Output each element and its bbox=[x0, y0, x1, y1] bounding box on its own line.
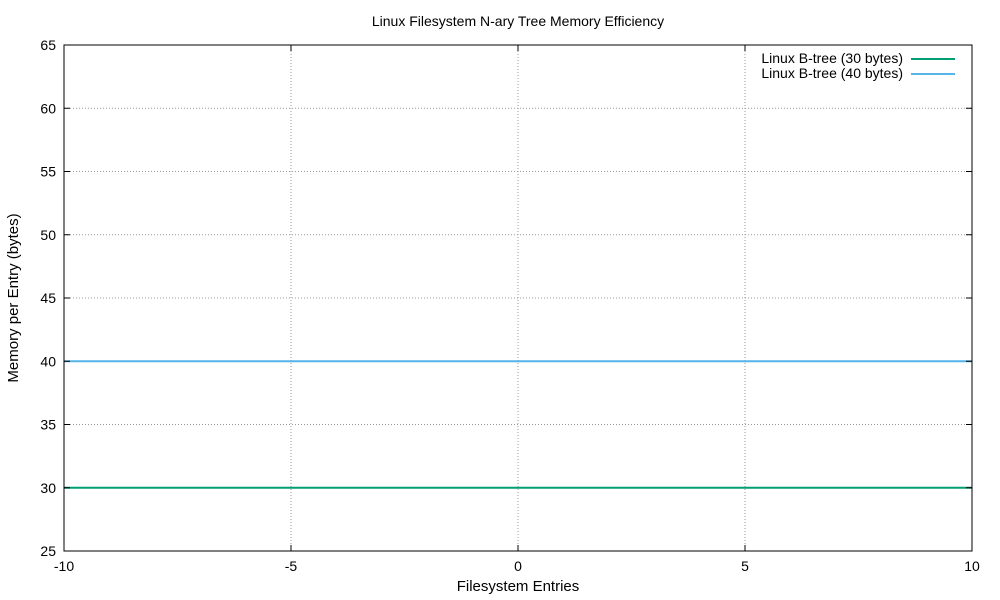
y-tick-label: 65 bbox=[40, 37, 56, 53]
y-tick-label: 25 bbox=[40, 543, 56, 559]
y-tick-label: 55 bbox=[40, 164, 56, 180]
y-tick-label: 50 bbox=[40, 227, 56, 243]
chart-title: Linux Filesystem N-ary Tree Memory Effic… bbox=[372, 13, 664, 29]
ticks bbox=[63, 44, 973, 552]
y-tick-label: 40 bbox=[40, 353, 56, 369]
x-tick-label: 5 bbox=[741, 558, 749, 574]
y-tick-label: 35 bbox=[40, 417, 56, 433]
x-tick-label: -10 bbox=[54, 558, 74, 574]
y-axis-label: Memory per Entry (bytes) bbox=[5, 213, 22, 382]
x-tick-label: 10 bbox=[964, 558, 980, 574]
x-tick-label: 0 bbox=[514, 558, 522, 574]
x-tick-label: -5 bbox=[285, 558, 298, 574]
series-layer bbox=[64, 360, 972, 489]
y-tick-label: 45 bbox=[40, 290, 56, 306]
y-tick-label: 30 bbox=[40, 480, 56, 496]
x-axis-label: Filesystem Entries bbox=[457, 578, 580, 595]
legend: Linux B-tree (30 bytes)Linux B-tree (40 … bbox=[761, 50, 955, 81]
legend-label-2: Linux B-tree (40 bytes) bbox=[761, 65, 903, 81]
y-tick-label: 60 bbox=[40, 100, 56, 116]
tick-labels: -10 -5 0 5 10 25 30 35 40 45 50 55 60 65 bbox=[40, 37, 980, 574]
legend-label-1: Linux B-tree (30 bytes) bbox=[761, 50, 903, 66]
